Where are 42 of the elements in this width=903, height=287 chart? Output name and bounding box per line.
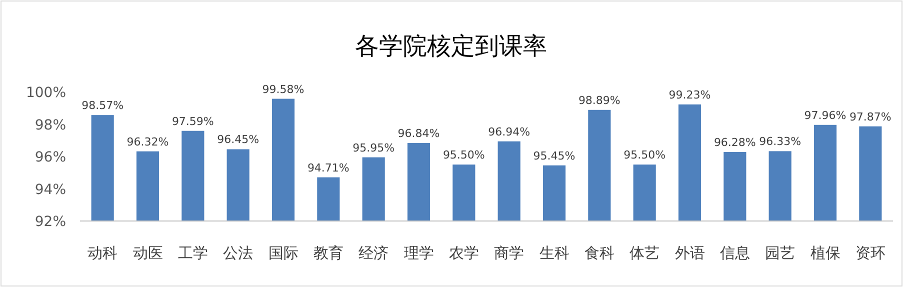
x-tick-label: 农学 — [448, 244, 479, 262]
data-label: 98.57% — [82, 99, 124, 112]
chart-title: 各学院核定到课率 — [355, 32, 547, 60]
x-tick-label: 国际 — [268, 244, 298, 262]
data-label: 96.94% — [488, 125, 530, 138]
x-tick-label: 教育 — [313, 244, 344, 262]
x-tick-label: 动医 — [132, 244, 163, 262]
x-tick-label: 理学 — [404, 244, 434, 262]
data-label: 96.28% — [714, 136, 756, 149]
data-label: 95.50% — [624, 148, 666, 162]
data-label: 97.96% — [804, 108, 846, 122]
x-tick-label: 体艺 — [630, 244, 660, 262]
data-label: 98.89% — [578, 94, 620, 107]
data-label: 96.84% — [398, 126, 440, 140]
data-label: 96.32% — [126, 135, 169, 148]
data-label: 97.59% — [172, 114, 214, 128]
x-tick-label: 动科 — [88, 244, 118, 262]
x-tick-label: 植保 — [810, 244, 840, 262]
y-tick-label: 94% — [34, 182, 66, 198]
x-tick-label: 经济 — [358, 244, 389, 262]
x-tick-label: 工学 — [178, 244, 208, 262]
data-label: 96.33% — [759, 135, 802, 148]
x-tick-label: 园艺 — [765, 244, 796, 262]
data-label: 95.95% — [352, 141, 395, 154]
data-label: 95.45% — [533, 149, 576, 162]
y-tick-label: 92% — [34, 214, 66, 230]
x-tick-label: 资环 — [855, 244, 886, 262]
data-label: 95.50% — [442, 148, 485, 162]
x-tick-label: 公法 — [223, 244, 254, 262]
data-label: 94.71% — [307, 161, 350, 174]
x-tick-label: 生科 — [539, 244, 570, 262]
y-tick-label: 100% — [26, 85, 66, 101]
x-tick-label: 食科 — [584, 244, 614, 262]
data-label: 99.58% — [262, 82, 304, 96]
y-tick-label: 96% — [34, 150, 66, 166]
y-tick-label: 98% — [34, 117, 66, 134]
x-tick-label: 商学 — [494, 244, 524, 262]
data-label: 97.87% — [849, 110, 892, 124]
x-tick-label: 外语 — [674, 244, 705, 262]
x-tick-label: 信息 — [720, 244, 750, 262]
data-label: 96.45% — [217, 133, 260, 146]
data-label: 99.23% — [668, 88, 711, 102]
